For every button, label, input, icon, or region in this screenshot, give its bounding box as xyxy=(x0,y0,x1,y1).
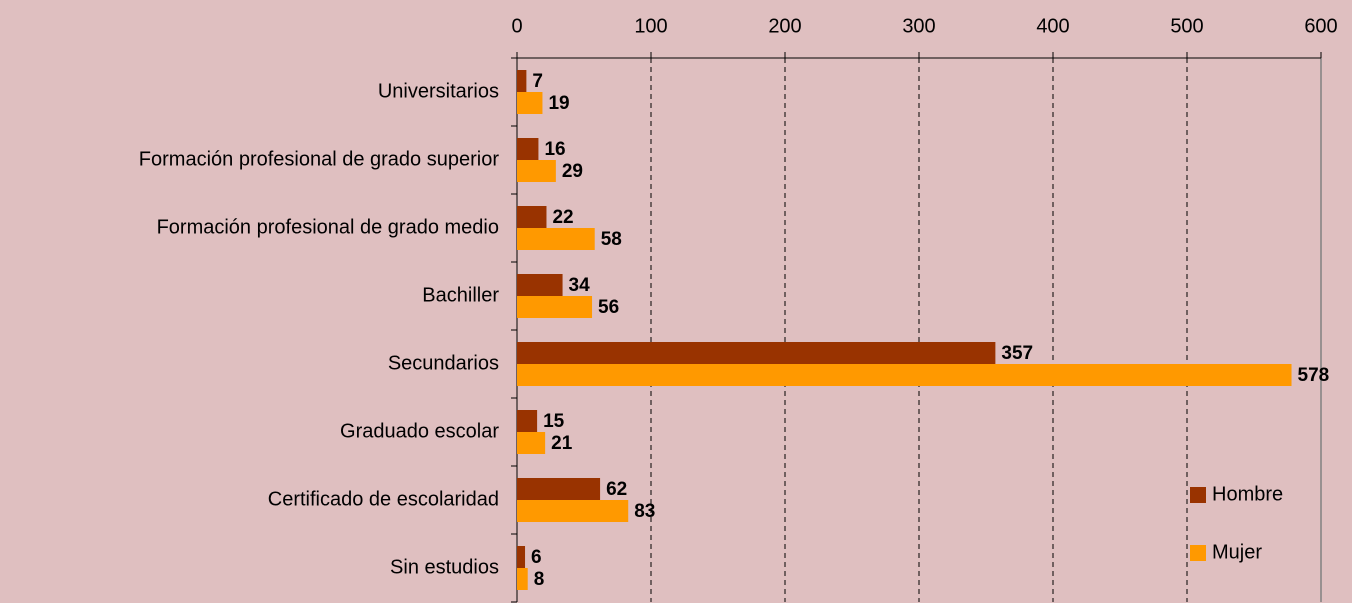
bar xyxy=(517,500,629,522)
x-tick-label: 100 xyxy=(634,15,667,37)
y-tick-label: Universitarios xyxy=(378,80,499,102)
data-label: 357 xyxy=(1001,343,1033,364)
bar xyxy=(517,364,1292,386)
data-label: 19 xyxy=(548,93,569,114)
bar xyxy=(517,138,539,160)
bar xyxy=(517,568,528,590)
bar xyxy=(517,206,547,228)
data-label: 22 xyxy=(552,207,573,228)
y-tick-label: Bachiller xyxy=(422,284,499,306)
y-tick-label: Certificado de escolaridad xyxy=(268,488,499,510)
y-tick-label: Sin estudios xyxy=(390,556,499,578)
legend-label: Hombre xyxy=(1212,483,1283,505)
x-tick-label: 600 xyxy=(1304,15,1337,37)
data-label: 578 xyxy=(1298,365,1330,386)
data-label: 8 xyxy=(534,569,545,590)
data-label: 21 xyxy=(551,433,573,454)
data-label: 16 xyxy=(544,139,565,160)
legend-swatch xyxy=(1190,487,1206,503)
data-label: 62 xyxy=(606,479,627,500)
bar xyxy=(517,70,527,92)
bar xyxy=(517,432,546,454)
x-tick-label: 500 xyxy=(1170,15,1203,37)
legend-swatch xyxy=(1190,545,1206,561)
bar xyxy=(517,296,593,318)
x-tick-label: 0 xyxy=(511,15,522,37)
data-label: 15 xyxy=(543,411,565,432)
bar xyxy=(517,410,538,432)
y-tick-label: Graduado escolar xyxy=(340,420,499,442)
data-label: 7 xyxy=(532,71,543,92)
bar xyxy=(517,546,526,568)
data-label: 83 xyxy=(634,501,655,522)
data-label: 29 xyxy=(562,161,583,182)
data-label: 6 xyxy=(531,547,542,568)
data-label: 56 xyxy=(598,297,619,318)
legend-label: Mujer xyxy=(1212,541,1262,563)
bar xyxy=(517,228,595,250)
bar xyxy=(517,92,543,114)
y-tick-label: Secundarios xyxy=(388,352,499,374)
bar xyxy=(517,274,563,296)
x-tick-label: 300 xyxy=(902,15,935,37)
x-tick-label: 400 xyxy=(1036,15,1069,37)
x-tick-label: 200 xyxy=(768,15,801,37)
bar xyxy=(517,342,996,364)
data-label: 34 xyxy=(569,275,591,296)
y-tick-label: Formación profesional de grado superior xyxy=(139,148,500,170)
y-tick-label: Formación profesional de grado medio xyxy=(157,216,499,238)
data-label: 58 xyxy=(601,229,622,250)
bar xyxy=(517,160,556,182)
bar xyxy=(517,478,601,500)
